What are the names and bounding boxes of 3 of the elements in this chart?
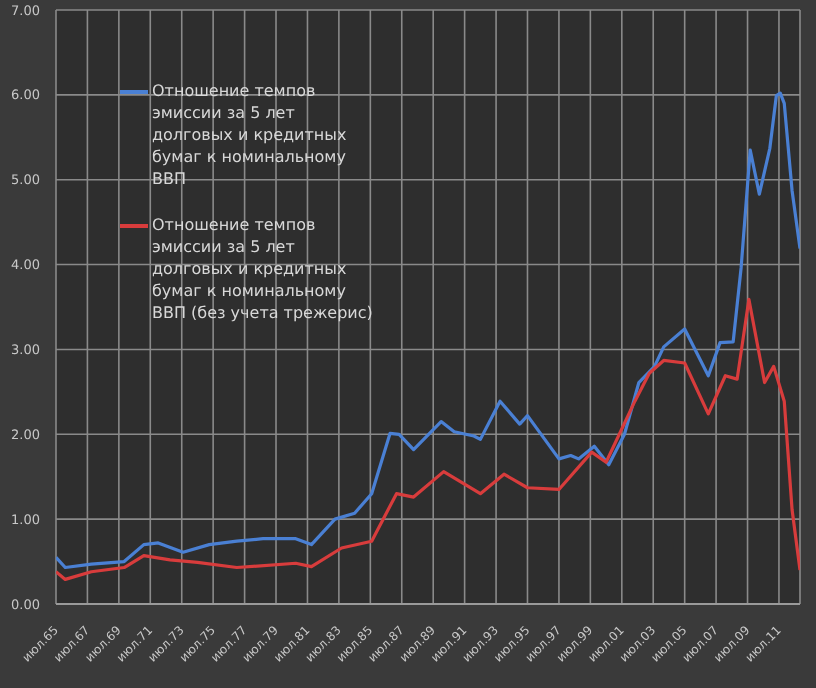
line-series: [56, 297, 800, 581]
legend-label: Отношение темпов эмиссии за 5 лет долговых и кредитных бумаг к номинальному ВВП: [152, 80, 349, 190]
legend-label: Отношение темпов эмиссии за 5 лет долговых и кредитных бумаг к номинальному ВВП (без учета трежерис): [152, 214, 375, 324]
